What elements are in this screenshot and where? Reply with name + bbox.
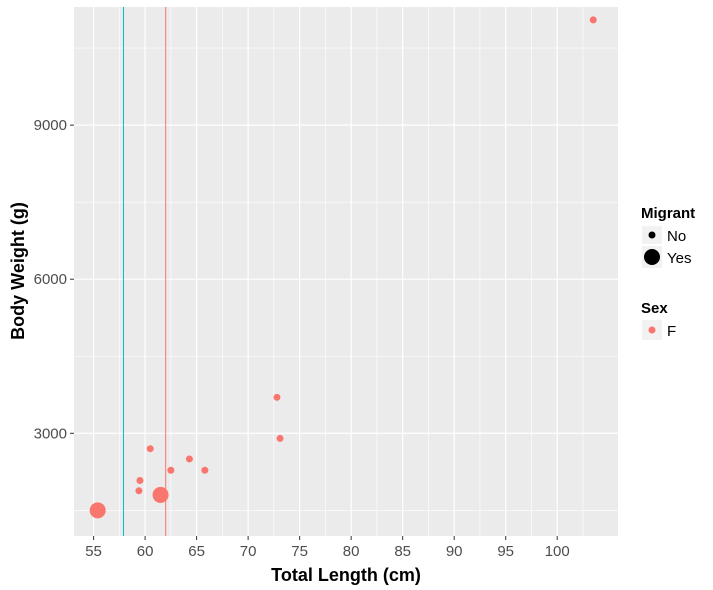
x-tick-label: 70 xyxy=(240,543,257,560)
legend-title-migrant: Migrant xyxy=(641,205,695,222)
data-point xyxy=(89,502,106,519)
data-point xyxy=(146,445,154,453)
reference-lines xyxy=(122,7,167,536)
grid-minor xyxy=(74,7,618,536)
plot-panel xyxy=(74,7,618,536)
x-tick-label: 85 xyxy=(394,543,411,560)
legend-label-f: F xyxy=(667,323,676,340)
data-point xyxy=(589,16,597,24)
data-point xyxy=(136,477,144,485)
data-point xyxy=(185,455,193,463)
y-axis-title: Body Weight (g) xyxy=(8,202,28,340)
legend-key-yes xyxy=(644,249,660,265)
data-point xyxy=(152,486,169,503)
x-tick-label: 95 xyxy=(497,543,514,560)
x-tick-label: 65 xyxy=(188,543,205,560)
data-point xyxy=(276,434,284,442)
legend-key-no xyxy=(648,231,656,239)
data-point xyxy=(201,466,209,474)
x-tick-label: 100 xyxy=(545,543,570,560)
data-points xyxy=(89,16,597,519)
y-tick-label: 6000 xyxy=(34,271,67,288)
legend-label-yes: Yes xyxy=(667,250,691,267)
x-tick-label: 75 xyxy=(291,543,308,560)
x-axis-title: Total Length (cm) xyxy=(271,565,421,585)
x-tick-label: 55 xyxy=(85,543,102,560)
data-point xyxy=(135,487,143,495)
x-axis-ticks: 55 60 65 70 75 80 85 90 95 100 xyxy=(85,536,570,560)
legend-title-sex: Sex xyxy=(641,300,668,317)
data-point xyxy=(273,393,281,401)
x-tick-label: 90 xyxy=(446,543,463,560)
legend-label-no: No xyxy=(667,228,686,245)
data-point xyxy=(167,466,175,474)
legend-key-f xyxy=(648,326,656,334)
x-tick-label: 60 xyxy=(137,543,154,560)
x-tick-label: 80 xyxy=(343,543,360,560)
y-tick-label: 3000 xyxy=(34,425,67,442)
y-axis-ticks: 3000 6000 9000 xyxy=(34,117,74,442)
legend: Migrant No Yes Sex F xyxy=(641,205,695,340)
y-tick-label: 9000 xyxy=(34,117,67,134)
grid-major xyxy=(74,7,618,536)
